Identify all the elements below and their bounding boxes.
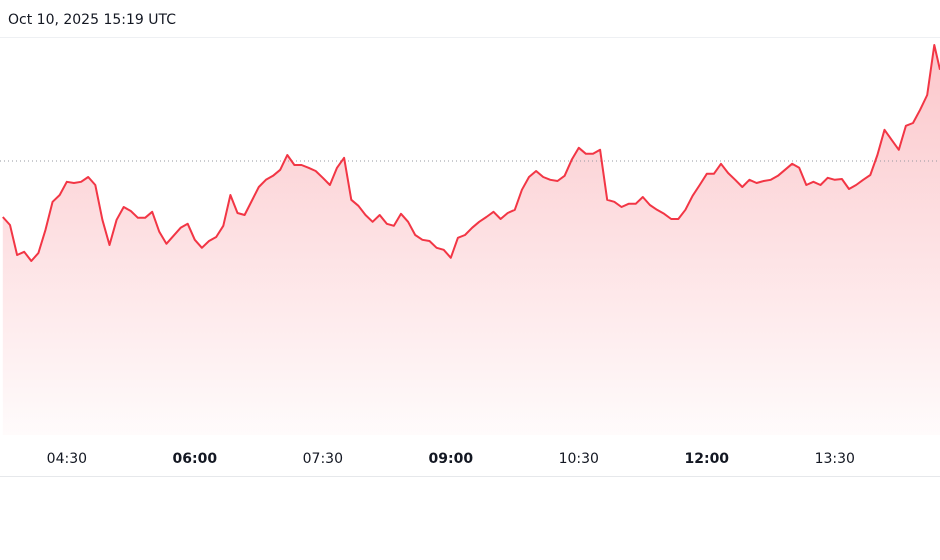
x-tick-label: 09:00 — [429, 451, 474, 467]
price-line — [2, 44, 940, 262]
chart-title: Oct 10, 2025 15:19 UTC — [8, 12, 176, 28]
x-tick-label: 12:00 — [684, 451, 729, 467]
x-tick-label: 04:30 — [47, 451, 87, 467]
x-tick-label: 10:30 — [559, 451, 599, 467]
x-tick-label: 07:30 — [303, 451, 343, 467]
x-tick-label: 13:30 — [815, 451, 855, 467]
x-tick-label: 06:00 — [173, 451, 218, 467]
area — [2, 45, 940, 435]
